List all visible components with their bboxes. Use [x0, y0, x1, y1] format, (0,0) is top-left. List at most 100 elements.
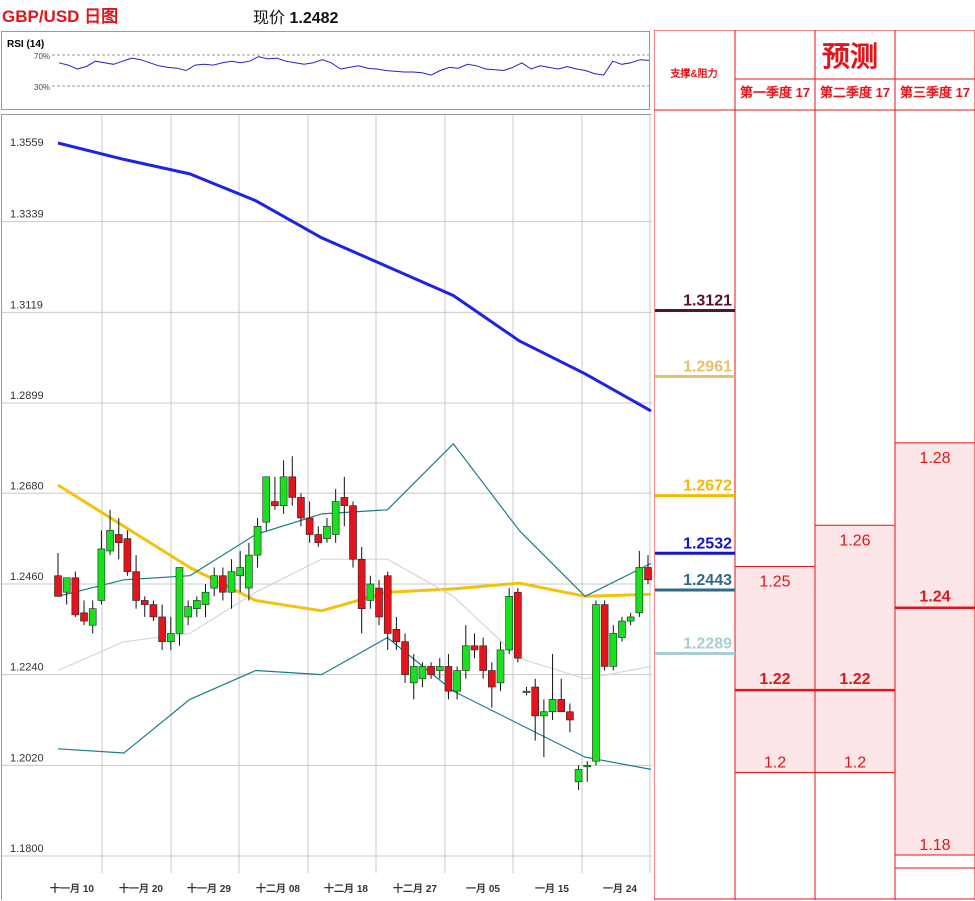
forecast-mid-value: 1.22 [839, 671, 870, 688]
candle-down [427, 666, 435, 675]
candle-up [461, 645, 470, 671]
rsi-line [58, 56, 650, 76]
candle-down [158, 616, 166, 642]
x-tick-label: 十一月 29 [187, 882, 231, 895]
forecast-table-grid: 第一季度 17 1.25 1.22 1.2 第二季度 17 1.26 1.22 1.2 第三季度… [654, 30, 975, 900]
y-tick-label: 1.2680 [10, 480, 44, 492]
candle-down [470, 645, 479, 651]
candle-up [279, 476, 288, 506]
candle-down [531, 686, 540, 717]
candle-down [132, 571, 140, 601]
candle-up [253, 525, 262, 556]
rsi-level-30: 30% [34, 83, 50, 92]
x-tick-label: 十一月 20 [119, 882, 163, 895]
y-tick-label: 1.3559 [10, 137, 44, 149]
candle-up [245, 554, 253, 589]
series-bb-lower [57, 636, 652, 770]
candle-down [401, 641, 409, 675]
forecast-mid-value: 1.22 [759, 671, 790, 688]
candle-up [583, 765, 592, 768]
candle-up [548, 699, 557, 713]
candle-down [392, 629, 401, 642]
candle-down [357, 558, 366, 610]
candle-down [514, 591, 522, 659]
candle-down [297, 497, 305, 519]
forecast-range-box [734, 565, 816, 774]
levels-header: 支撑&阻力 [669, 67, 717, 80]
candle-up [97, 548, 106, 601]
forecast-mid-value: 1.24 [919, 589, 950, 606]
candle-up [236, 567, 245, 577]
rsi-level-70: 70% [34, 52, 50, 61]
x-tick-label: 一月 24 [603, 883, 637, 895]
rsi-plot: RSI (14) 70% 30% [7, 39, 651, 92]
x-tick-label: 一月 15 [535, 883, 569, 895]
candle-up [323, 525, 331, 539]
candle-down [54, 575, 62, 597]
candle-down [114, 534, 123, 544]
forecast-column-header: 第三季度 17 [900, 85, 970, 100]
candle-down [305, 517, 314, 535]
candle-down [288, 476, 297, 498]
candle-up [626, 616, 635, 622]
level-label: 1.2443 [683, 572, 732, 589]
x-tick-label: 十一月 10 [50, 882, 94, 895]
candle-down [219, 575, 227, 593]
candle-up [262, 476, 271, 523]
candle-down [349, 505, 357, 560]
y-tick-label: 1.2240 [10, 662, 44, 674]
y-tick-label: 1.3119 [10, 299, 43, 311]
candle-up [453, 670, 461, 692]
candle-down [383, 575, 392, 634]
candle-up [62, 577, 71, 593]
rsi-label: RSI (14) [7, 39, 44, 50]
candle-down [479, 645, 487, 671]
forecast-low-value: 1.2 [764, 755, 786, 772]
rsi-panel: RSI (14) 70% 30% [1, 31, 651, 110]
candle-down [375, 587, 383, 618]
candle-up [166, 633, 175, 642]
candle-up [106, 530, 114, 552]
candle-up [210, 575, 218, 589]
level-label: 1.2532 [683, 535, 732, 552]
level-label: 1.2961 [683, 358, 732, 375]
candle-up [88, 608, 97, 626]
candle-up [184, 606, 192, 618]
x-tick-label: 十二月 08 [256, 882, 300, 895]
candle-up [522, 690, 531, 693]
candle-up [618, 620, 626, 638]
forecast-title: 预测 [822, 41, 878, 72]
candle-down [123, 538, 132, 572]
candle-up [201, 591, 210, 605]
candle-up [609, 633, 618, 667]
candle-down [557, 699, 566, 713]
forecast-column-header: 第一季度 17 [740, 85, 810, 100]
candle-up [331, 501, 340, 535]
candle-up [175, 567, 184, 634]
level-label: 1.2672 [683, 478, 732, 495]
y-tick-label: 1.3339 [10, 209, 44, 221]
candle-down [80, 612, 88, 622]
candle-down [140, 600, 149, 605]
x-tick-label: 十二月 27 [393, 882, 437, 895]
y-tick-label: 1.2460 [10, 571, 44, 583]
candle-up [496, 649, 505, 684]
series-bb-middle [57, 558, 652, 680]
y-tick-label: 1.2899 [10, 390, 44, 402]
price-chart: 1.3559 1.3339 1.3119 1.2899 1.2680 1.2460 1.22… [2, 115, 652, 895]
y-tick-label: 1.1800 [10, 843, 44, 855]
forecast-range-box [814, 524, 896, 774]
candle-down [644, 567, 652, 581]
forecast-column-header: 第二季度 17 [820, 85, 890, 100]
candle-up [505, 596, 513, 651]
current-price: 现价 1.2482 [253, 4, 338, 28]
level-label: 1.2289 [683, 635, 732, 652]
candle-down [340, 497, 349, 506]
candle-down [71, 577, 80, 616]
current-price-label: 现价 [253, 10, 286, 27]
series-yellow-ma [57, 483, 652, 613]
forecast-low-value: 1.18 [919, 837, 950, 854]
candle-up [592, 604, 600, 762]
candle-up [540, 711, 548, 717]
candle-down [600, 604, 609, 667]
